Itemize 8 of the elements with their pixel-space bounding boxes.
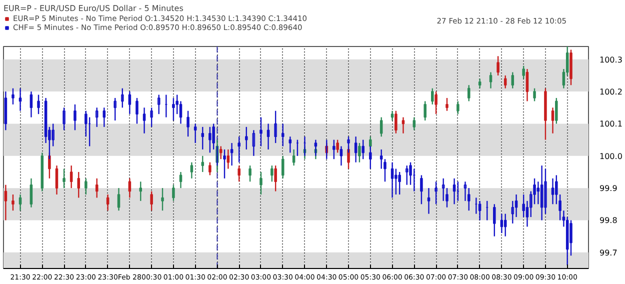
y-tick-label: 100.0: [600, 152, 622, 161]
y-tick-label: 100.2: [600, 88, 622, 97]
chart-title: EUR=P - EUR/USD Euro/US Dollar - 5 Minutes: [4, 4, 184, 13]
y-tick-label: 100.3: [600, 55, 622, 64]
y-tick-label: 99.8: [600, 216, 618, 226]
y-tick-label: 99.7: [600, 248, 618, 258]
y-tick-label: 99.9: [600, 184, 618, 194]
y-tick-label: 100.1: [600, 120, 622, 129]
